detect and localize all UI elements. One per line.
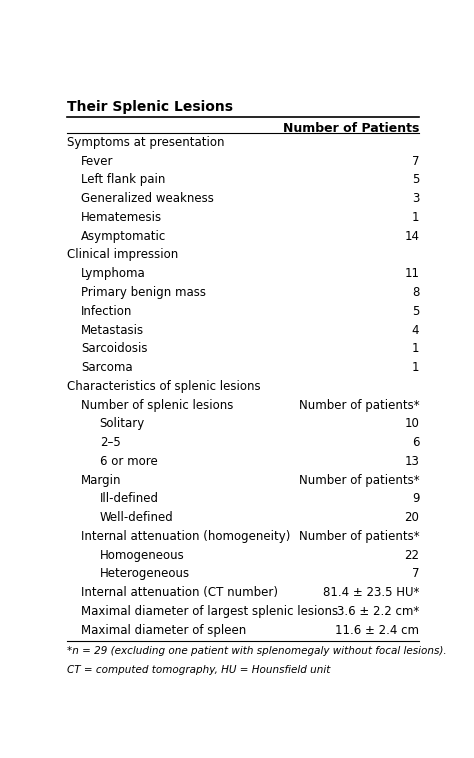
Text: Margin: Margin xyxy=(82,474,122,487)
Text: Symptoms at presentation: Symptoms at presentation xyxy=(66,136,224,149)
Text: Maximal diameter of spleen: Maximal diameter of spleen xyxy=(82,624,246,637)
Text: 5: 5 xyxy=(412,174,419,186)
Text: Sarcoma: Sarcoma xyxy=(82,361,133,374)
Text: 22: 22 xyxy=(404,549,419,562)
Text: 11.6 ± 2.4 cm: 11.6 ± 2.4 cm xyxy=(335,624,419,637)
Text: 20: 20 xyxy=(404,511,419,524)
Text: 8: 8 xyxy=(412,286,419,299)
Text: Left flank pain: Left flank pain xyxy=(82,174,166,186)
Text: Internal attenuation (homogeneity): Internal attenuation (homogeneity) xyxy=(82,530,291,543)
Text: Ill-defined: Ill-defined xyxy=(100,493,159,506)
Text: Primary benign mass: Primary benign mass xyxy=(82,286,206,299)
Text: Characteristics of splenic lesions: Characteristics of splenic lesions xyxy=(66,380,260,393)
Text: Solitary: Solitary xyxy=(100,418,145,431)
Text: 10: 10 xyxy=(404,418,419,431)
Text: Infection: Infection xyxy=(82,305,133,318)
Text: 6: 6 xyxy=(412,436,419,449)
Text: Their Splenic Lesions: Their Splenic Lesions xyxy=(66,100,233,114)
Text: Lymphoma: Lymphoma xyxy=(82,268,146,280)
Text: Number of patients*: Number of patients* xyxy=(299,530,419,543)
Text: 81.4 ± 23.5 HU*: 81.4 ± 23.5 HU* xyxy=(323,586,419,599)
Text: Well-defined: Well-defined xyxy=(100,511,173,524)
Text: Fever: Fever xyxy=(82,155,114,168)
Text: 4: 4 xyxy=(412,324,419,337)
Text: Sarcoidosis: Sarcoidosis xyxy=(82,343,148,356)
Text: Number of patients*: Number of patients* xyxy=(299,474,419,487)
Text: 3.6 ± 2.2 cm*: 3.6 ± 2.2 cm* xyxy=(337,605,419,618)
Text: Homogeneous: Homogeneous xyxy=(100,549,184,562)
Text: 14: 14 xyxy=(404,230,419,243)
Text: Number of Patients: Number of Patients xyxy=(283,123,419,136)
Text: 7: 7 xyxy=(412,155,419,168)
Text: Metastasis: Metastasis xyxy=(82,324,145,337)
Text: 2–5: 2–5 xyxy=(100,436,120,449)
Text: Hematemesis: Hematemesis xyxy=(82,211,163,224)
Text: Number of patients*: Number of patients* xyxy=(299,399,419,412)
Text: 7: 7 xyxy=(412,568,419,581)
Text: 6 or more: 6 or more xyxy=(100,455,157,468)
Text: 1: 1 xyxy=(412,343,419,356)
Text: Maximal diameter of largest splenic lesions: Maximal diameter of largest splenic lesi… xyxy=(82,605,338,618)
Text: Asymptomatic: Asymptomatic xyxy=(82,230,166,243)
Text: 1: 1 xyxy=(412,211,419,224)
Text: 3: 3 xyxy=(412,193,419,205)
Text: 5: 5 xyxy=(412,305,419,318)
Text: CT = computed tomography, HU = Hounsfield unit: CT = computed tomography, HU = Hounsfiel… xyxy=(66,666,330,675)
Text: Internal attenuation (CT number): Internal attenuation (CT number) xyxy=(82,586,278,599)
Text: 13: 13 xyxy=(404,455,419,468)
Text: Heterogeneous: Heterogeneous xyxy=(100,568,190,581)
Text: *n = 29 (excluding one patient with splenomegaly without focal lesions).: *n = 29 (excluding one patient with sple… xyxy=(66,646,446,656)
Text: 9: 9 xyxy=(412,493,419,506)
Text: 1: 1 xyxy=(412,361,419,374)
Text: Clinical impression: Clinical impression xyxy=(66,249,178,262)
Text: Number of splenic lesions: Number of splenic lesions xyxy=(82,399,234,412)
Text: 11: 11 xyxy=(404,268,419,280)
Text: Generalized weakness: Generalized weakness xyxy=(82,193,214,205)
